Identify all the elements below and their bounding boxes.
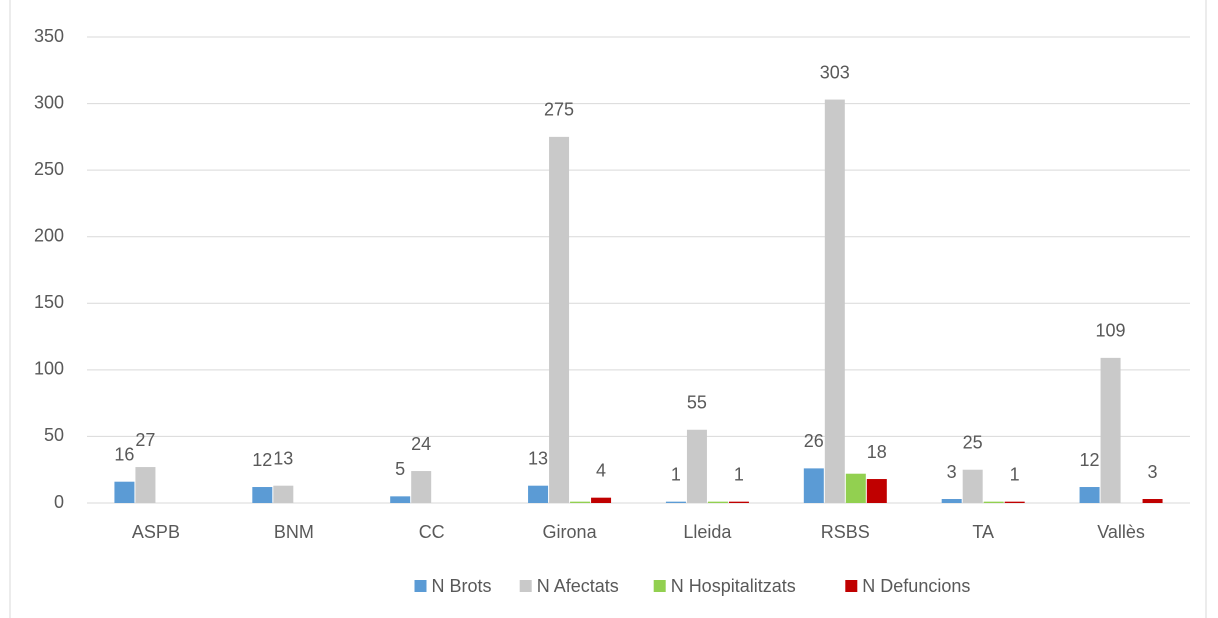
bar (390, 496, 411, 503)
y-tick-label: 100 (34, 359, 64, 379)
data-label: 13 (273, 448, 293, 468)
bar (1142, 499, 1163, 503)
data-label: 109 (1096, 321, 1126, 341)
y-tick-label: 250 (34, 159, 64, 179)
bar (866, 479, 887, 503)
legend-label: N Hospitalitzats (671, 576, 796, 596)
y-tick-label: 350 (34, 26, 64, 46)
x-tick-label: CC (419, 522, 445, 542)
bar (252, 487, 273, 503)
bar (707, 501, 728, 503)
y-tick-label: 200 (34, 225, 64, 245)
bar (135, 467, 156, 503)
data-label: 3 (1148, 462, 1158, 482)
bar (665, 501, 686, 503)
bar (686, 429, 707, 503)
data-label: 27 (135, 430, 155, 450)
bar (728, 501, 749, 503)
data-label: 275 (544, 100, 574, 120)
bar (824, 99, 845, 503)
data-label: 26 (804, 431, 824, 451)
legend-swatch (414, 580, 427, 592)
data-label: 18 (867, 442, 887, 462)
bar (528, 485, 549, 503)
data-label: 13 (528, 448, 548, 468)
bar (1079, 487, 1100, 503)
data-label: 3 (947, 462, 957, 482)
data-label: 5 (395, 459, 405, 479)
x-tick-label: TA (972, 522, 994, 542)
legend-swatch (653, 580, 666, 592)
y-tick-label: 50 (44, 425, 64, 445)
bar (591, 497, 612, 503)
bar (1004, 501, 1025, 503)
legend-swatch (519, 580, 532, 592)
data-label: 303 (820, 62, 850, 82)
bar (845, 473, 866, 503)
bar (114, 481, 135, 503)
data-label: 16 (114, 444, 134, 464)
data-label: 1 (1010, 464, 1020, 484)
bar (570, 501, 591, 503)
x-tick-label: Vallès (1097, 522, 1145, 542)
data-label: 12 (252, 450, 272, 470)
y-tick-label: 300 (34, 92, 64, 112)
data-label: 1 (671, 464, 681, 484)
data-label: 12 (1080, 450, 1100, 470)
bar (1100, 357, 1121, 503)
chart-border (9, 0, 1207, 618)
x-tick-label: Lleida (683, 522, 732, 542)
bar (983, 501, 1004, 503)
bar (411, 471, 432, 503)
data-label: 55 (687, 393, 707, 413)
x-tick-label: ASPB (132, 522, 180, 542)
x-tick-label: RSBS (821, 522, 870, 542)
bar (941, 499, 962, 503)
legend-label: N Defuncions (862, 576, 970, 596)
data-label: 1 (734, 464, 744, 484)
bar (803, 468, 824, 503)
legend-swatch (845, 580, 858, 592)
data-label: 25 (963, 432, 983, 452)
x-tick-label: Girona (543, 522, 598, 542)
y-tick-label: 0 (54, 492, 64, 512)
bar (273, 485, 294, 503)
legend-label: N Afectats (537, 576, 619, 596)
x-tick-label: BNM (274, 522, 314, 542)
data-label: 4 (596, 460, 606, 480)
y-tick-label: 150 (34, 292, 64, 312)
legend-label: N Brots (432, 576, 492, 596)
data-label: 24 (411, 434, 431, 454)
bar (962, 469, 983, 503)
bar (549, 136, 570, 503)
